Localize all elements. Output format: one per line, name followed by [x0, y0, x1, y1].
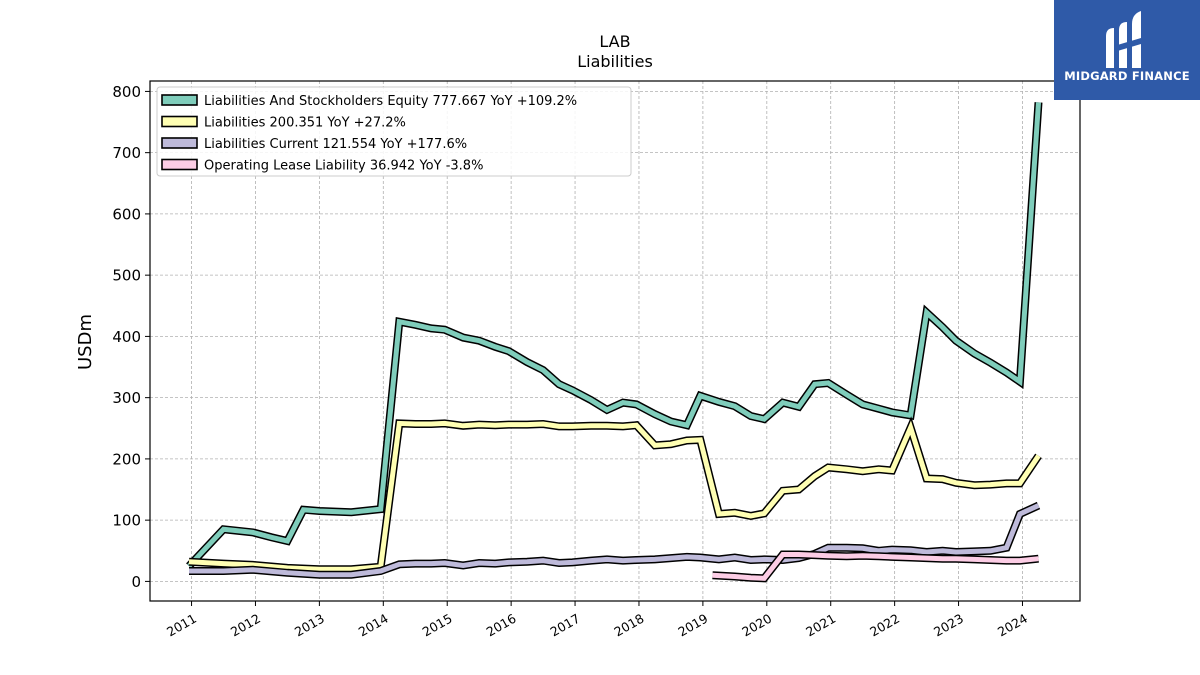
y-tick-label-0: 0: [131, 573, 141, 591]
x-tick-label-9: 2020: [739, 611, 774, 640]
y-axis-label: USDm: [75, 314, 96, 370]
y-tick-label-3: 300: [112, 389, 141, 407]
plot-frame: [149, 80, 1081, 602]
y-tick-label-6: 600: [112, 205, 141, 223]
midgard-finance-logo: MIDGARD FINANCE: [1054, 0, 1200, 100]
legend-label-3: Operating Lease Liability 36.942 YoY -3.…: [204, 159, 483, 174]
series-line-0: [187, 102, 1041, 568]
x-tick-label-12: 2023: [931, 611, 966, 640]
legend-label-0: Liabilities And Stockholders Equity 777.…: [204, 94, 577, 109]
y-tick-label-1: 100: [112, 512, 141, 530]
legend-box: [156, 86, 632, 177]
legend-label-2: Liabilities Current 121.554 YoY +177.6%: [204, 137, 467, 152]
y-tick-label-8: 800: [112, 83, 141, 101]
chart-subtitle: Liabilities: [577, 52, 653, 71]
x-tick-label-5: 2016: [484, 611, 519, 640]
x-tick-label-0: 2011: [164, 611, 199, 640]
y-tick-label-5: 500: [112, 267, 141, 285]
series-line-1: [188, 420, 1041, 572]
series-layer: [186, 102, 1043, 583]
legend-label-1: Liabilities 200.351 YoY +27.2%: [204, 116, 406, 131]
x-tick-label-6: 2017: [548, 611, 583, 640]
chart-title: LAB: [599, 32, 630, 51]
x-tick-label-10: 2021: [803, 611, 838, 640]
series-line-3: [712, 552, 1039, 581]
series-outline-2: [189, 501, 1041, 579]
x-tick-label-1: 2012: [228, 611, 263, 640]
y-tick-label-2: 200: [112, 450, 141, 468]
legend-swatch-2: [161, 137, 198, 149]
x-tick-label-3: 2014: [356, 611, 391, 640]
legend-swatch-0: [161, 94, 198, 106]
y-tick-label-7: 700: [112, 144, 141, 162]
x-tick-label-13: 2024: [995, 611, 1030, 640]
x-tick-label-11: 2022: [867, 611, 902, 640]
x-tick-label-8: 2019: [675, 611, 710, 640]
legend: Liabilities And Stockholders Equity 777.…: [156, 86, 632, 177]
logo-text: MIDGARD FINANCE: [1064, 69, 1190, 83]
x-tick-label-4: 2015: [420, 611, 455, 640]
logo-mark-icon: [1106, 11, 1141, 68]
y-tick-label-4: 400: [112, 328, 141, 346]
x-tick-label-2: 2013: [292, 611, 327, 640]
x-tick-label-7: 2018: [611, 611, 646, 640]
legend-swatch-1: [161, 115, 198, 128]
series-line-2: [189, 503, 1040, 578]
legend-swatch-3: [161, 158, 198, 171]
